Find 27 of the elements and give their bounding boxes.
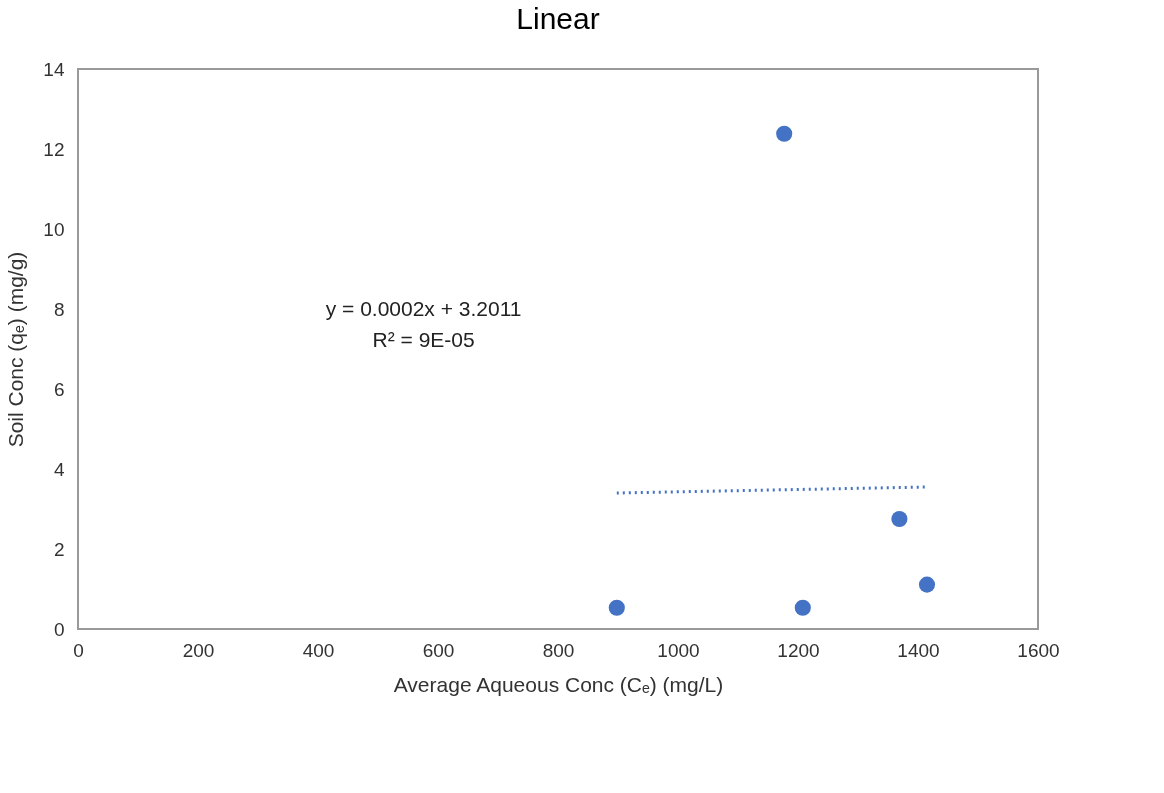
x-tick-label: 400 bbox=[302, 639, 335, 661]
x-tick-label: 1400 bbox=[897, 639, 940, 661]
y-axis-title: Soil Conc (qₑ) (mg/g) bbox=[4, 251, 28, 448]
annotation: y = 0.0002x + 3.2011 bbox=[325, 296, 522, 320]
x-tick-label: 1200 bbox=[777, 639, 820, 661]
point bbox=[776, 125, 793, 142]
x-tick-label: 800 bbox=[542, 639, 575, 661]
point bbox=[794, 599, 811, 616]
annotation: R² = 9E-05 bbox=[372, 327, 475, 351]
y-tick-label: 6 bbox=[53, 378, 65, 400]
point bbox=[608, 599, 625, 616]
y-tick-label: 4 bbox=[53, 458, 65, 480]
point bbox=[891, 510, 908, 528]
y-tick-label: 0 bbox=[53, 618, 65, 640]
y-tick-label: 10 bbox=[43, 218, 65, 240]
x-tick-label: 1600 bbox=[1017, 639, 1060, 661]
y-tick-label: 14 bbox=[43, 58, 65, 80]
y-tick-label: 8 bbox=[53, 298, 65, 320]
y-tick-label: 12 bbox=[43, 138, 65, 160]
chart-title: Linear bbox=[516, 2, 600, 35]
x-tick-label: 1000 bbox=[657, 639, 700, 661]
y-tick-label: 2 bbox=[53, 538, 65, 560]
x-tick-label: 0 bbox=[73, 639, 84, 661]
point bbox=[918, 576, 936, 593]
x-tick-label: 600 bbox=[422, 639, 455, 661]
x-tick-label: 200 bbox=[182, 639, 215, 661]
x-axis-title: Average Aqueous Conc (Cₑ) (mg/L) bbox=[393, 672, 724, 696]
